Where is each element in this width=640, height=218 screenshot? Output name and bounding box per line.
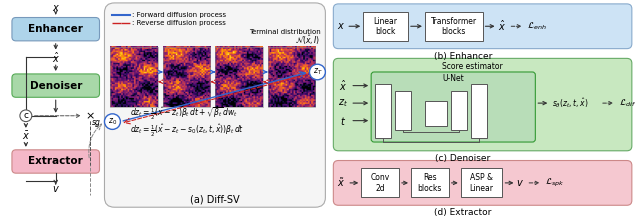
Bar [361,168,399,198]
FancyBboxPatch shape [12,74,99,97]
Text: $x$: $x$ [52,3,60,13]
Text: Transformer
blocks: Transformer blocks [431,17,477,36]
FancyBboxPatch shape [12,17,99,41]
Text: $\tilde{x}$: $\tilde{x}$ [337,176,346,189]
Bar [111,47,158,107]
Bar [395,91,411,130]
Text: Linear
block: Linear block [373,17,397,36]
Bar [216,47,263,107]
Bar [375,84,391,138]
Text: $\hat{x}$: $\hat{x}$ [499,19,506,33]
Text: ASP &
Linear: ASP & Linear [470,173,493,192]
Text: $t$: $t$ [340,115,346,127]
Text: $\hat{x}$: $\hat{x}$ [52,50,60,65]
Text: Extractor: Extractor [28,157,83,167]
Text: $v$: $v$ [52,184,60,194]
FancyBboxPatch shape [12,150,99,173]
Circle shape [104,114,120,129]
Text: (d) Extractor: (d) Extractor [434,208,492,217]
Text: Denoiser: Denoiser [29,81,82,91]
Text: $s_\theta(z_t,t,\hat{x})$: $s_\theta(z_t,t,\hat{x})$ [552,96,589,110]
Text: (b) Enhancer: (b) Enhancer [433,52,492,61]
Text: Res
blocks: Res blocks [418,173,442,192]
Bar [470,84,486,138]
Text: $x$: $x$ [337,21,346,31]
Bar [425,12,483,41]
FancyBboxPatch shape [333,58,632,151]
Text: $dz_t = \frac{1}{2}(\hat{x} - z_t)\beta_t\,dt + \sqrt{\beta_t}\,dw_t$: $dz_t = \frac{1}{2}(\hat{x} - z_t)\beta_… [131,106,239,122]
Bar [461,168,502,198]
FancyBboxPatch shape [333,4,632,49]
Bar [363,12,408,41]
Text: $\mathcal{L}_{enh}$: $\mathcal{L}_{enh}$ [527,20,547,32]
FancyBboxPatch shape [104,3,325,207]
Text: $\bar{x}$: $\bar{x}$ [22,130,30,142]
Text: $z_t$: $z_t$ [339,97,348,109]
Text: : Reverse diffusion process: : Reverse diffusion process [132,20,226,26]
Text: Conv
2d: Conv 2d [371,173,390,192]
Text: c: c [24,111,28,120]
Bar [411,168,449,198]
Text: (c) Denoiser: (c) Denoiser [435,154,490,163]
Text: $\times$: $\times$ [84,111,95,121]
Text: $\mathcal{N}(\hat{x}, I)$: $\mathcal{N}(\hat{x}, I)$ [295,33,321,47]
Bar [163,47,211,107]
FancyBboxPatch shape [333,160,632,205]
Text: $v$: $v$ [516,178,524,188]
Text: $z_T$: $z_T$ [312,67,323,77]
Text: $dz_t = \frac{1}{2}(\hat{x} - z_t - s_0(z_t, t, \hat{x}))\beta_t\,dt$: $dz_t = \frac{1}{2}(\hat{x} - z_t - s_0(… [131,123,244,140]
Bar [425,101,447,126]
Bar [451,91,467,130]
Bar [268,47,316,107]
Text: $\mathcal{L}_{spk}$: $\mathcal{L}_{spk}$ [545,177,564,189]
Text: (a) Diff-SV: (a) Diff-SV [190,194,240,204]
Circle shape [310,64,325,80]
Text: $\hat{x}$: $\hat{x}$ [339,78,348,93]
Text: sg: sg [92,118,100,127]
Text: : Forward diffusion process: : Forward diffusion process [132,12,227,18]
Text: $\mathcal{L}_{dif}$: $\mathcal{L}_{dif}$ [619,97,636,109]
Text: $z_0$: $z_0$ [108,116,117,127]
Text: U-Net: U-Net [442,74,464,83]
Circle shape [20,110,32,122]
Text: Terminal distribution: Terminal distribution [249,29,321,35]
FancyBboxPatch shape [371,72,535,142]
Text: Score estimator: Score estimator [442,62,503,71]
Text: Enhancer: Enhancer [28,24,83,34]
